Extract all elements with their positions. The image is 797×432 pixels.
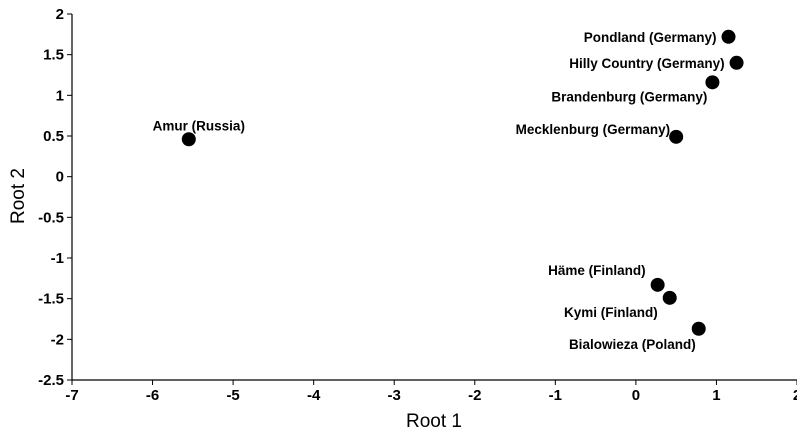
data-point	[181, 132, 196, 147]
axes	[71, 14, 797, 381]
x-tick-label: -5	[226, 387, 239, 404]
point-label: Brandenburg (Germany)	[551, 89, 707, 104]
y-tick-label: -2.5	[38, 372, 64, 389]
x-tick-label: -3	[388, 387, 401, 404]
y-tick-label: -1.5	[38, 291, 64, 308]
y-tick-label: 1	[56, 87, 64, 104]
ticks: -7 -6 -5 -4 -3 -2 -1 0 1 2 2 1.5 1 0.5 0 -0.5 -1 -1.5 -2 -2…	[38, 6, 797, 404]
y-tick-label: -0.5	[38, 209, 64, 226]
point-label: Amur (Russia)	[153, 118, 245, 133]
x-tick-label: 0	[632, 387, 640, 404]
y-tick-label: 0	[56, 169, 64, 186]
y-axis-title: Root 2	[8, 168, 29, 224]
data-point	[662, 290, 677, 305]
x-tick-label: -4	[307, 387, 321, 404]
point-label: Mecklenburg (Germany)	[516, 122, 671, 137]
point-label: Kymi (Finland)	[564, 305, 658, 320]
y-tick-label: 1.5	[43, 47, 64, 64]
x-tick-label: 1	[712, 387, 720, 404]
data-point	[721, 29, 736, 44]
data-point	[729, 55, 744, 70]
point-label: Hilly Country (Germany)	[569, 56, 724, 71]
data-point	[705, 75, 720, 90]
x-tick-label: 2	[793, 387, 797, 404]
point-label: Bialowieza (Poland)	[569, 337, 696, 352]
point-label: Häme (Finland)	[548, 263, 646, 278]
x-tick-label: -2	[468, 387, 481, 404]
data-point	[650, 277, 665, 292]
x-axis-title: Root 1	[406, 411, 462, 432]
point-label: Pondland (Germany)	[584, 30, 717, 45]
point-labels: Amur (Russia) Pondland (Germany) Hilly Cou…	[153, 30, 725, 352]
y-tick-label: -1	[51, 250, 64, 267]
data-point	[691, 321, 706, 336]
x-tick-label: -7	[65, 387, 78, 404]
x-tick-label: -6	[146, 387, 159, 404]
y-tick-label: -2	[51, 331, 64, 348]
y-tick-label: 0.5	[43, 128, 64, 145]
data-point	[669, 129, 684, 144]
data-points	[181, 29, 744, 336]
x-tick-label: -1	[549, 387, 562, 404]
y-tick-label: 2	[56, 6, 64, 23]
